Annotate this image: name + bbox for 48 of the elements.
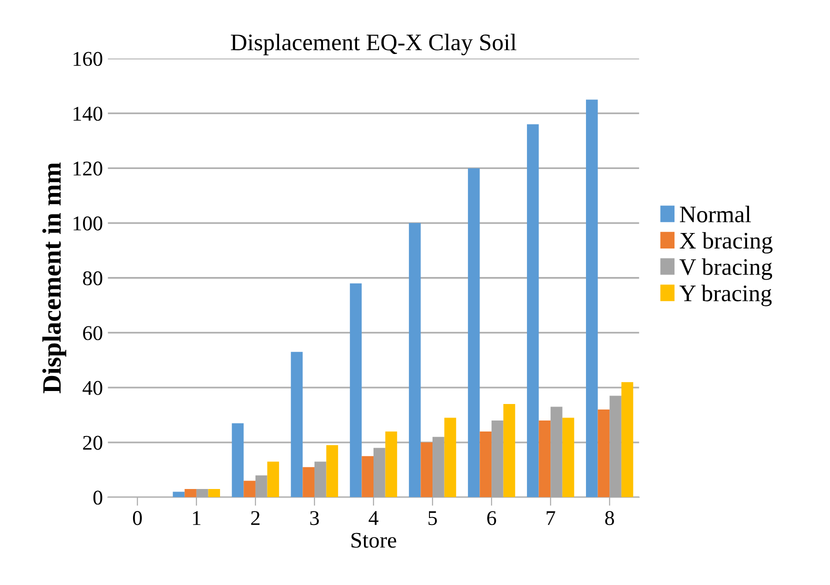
bar [621, 382, 634, 498]
chart-title: Displacement EQ-X Clay Soil [230, 34, 516, 56]
bar [184, 489, 196, 498]
bar [503, 404, 516, 498]
bar [526, 124, 539, 498]
legend-label: V bracing [680, 258, 772, 280]
x-tick-label: 1 [193, 511, 200, 525]
y-tick-label: 40 [82, 380, 102, 395]
y-tick-label: 80 [83, 271, 102, 286]
bar [208, 489, 220, 498]
x-tick-label: 0 [132, 511, 142, 526]
y-axis-title: Displacement in mm [42, 162, 66, 394]
x-tick-label: 8 [605, 511, 614, 526]
x-axis-title: Store [352, 532, 396, 548]
bar [244, 480, 256, 498]
x-tick-label: 5 [428, 511, 437, 526]
x-tick-label: 3 [310, 511, 319, 526]
y-tick-label: 0 [93, 490, 102, 505]
x-tick-label: 4 [368, 511, 378, 525]
y-tick-label: 160 [74, 52, 102, 66]
x-tick-label: 2 [251, 511, 260, 525]
bar [350, 283, 362, 498]
bar [408, 223, 421, 498]
bar [444, 418, 456, 498]
y-tick-label: 100 [74, 216, 102, 230]
bar [232, 423, 244, 498]
bar [420, 442, 433, 498]
bar [562, 418, 574, 498]
bar [480, 431, 492, 498]
bar [538, 420, 551, 498]
bar [302, 467, 314, 498]
bar [290, 352, 303, 498]
legend-label: Normal [680, 206, 751, 222]
y-tick-label: 140 [74, 106, 102, 121]
y-tick-label: 120 [74, 162, 102, 176]
legend-label: X bracing [680, 232, 773, 254]
x-tick-label: 7 [546, 511, 556, 525]
bar [598, 410, 610, 498]
legend-label: Y bracing [680, 284, 772, 306]
bar [362, 456, 374, 498]
bar [267, 462, 280, 498]
y-tick-label: 20 [83, 436, 102, 450]
bar [468, 168, 480, 498]
bar [586, 100, 598, 498]
y-tick-label: 60 [83, 326, 102, 340]
x-tick-label: 6 [487, 511, 496, 526]
bar [326, 445, 338, 498]
bar [385, 431, 398, 498]
